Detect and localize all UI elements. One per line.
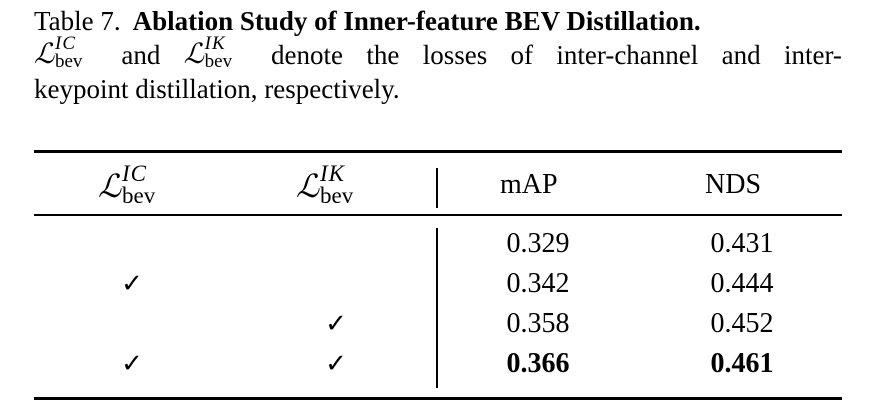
map-value: 0.358 <box>506 308 570 339</box>
check-icon: ✓ <box>325 349 347 379</box>
map-value: 0.366 <box>506 348 570 379</box>
check-icon: ✓ <box>325 309 347 339</box>
caption-word: of <box>510 40 534 70</box>
nds-value: 0.461 <box>710 348 774 379</box>
check-icon: ✓ <box>121 349 143 379</box>
loss-ic-symbol: ℒ IC bev <box>34 33 83 72</box>
table-bottom-rule <box>34 397 842 400</box>
nds-value: 0.452 <box>710 308 774 339</box>
caption-word: denote <box>271 40 343 70</box>
nds-value: 0.444 <box>710 268 774 299</box>
map-value: 0.329 <box>506 228 570 259</box>
caption-word: the <box>366 40 400 70</box>
caption-word: inter-channel <box>556 40 699 70</box>
header-map: mAP <box>500 169 558 200</box>
table-caption: Table 7. Ablation Study of Inner-feature … <box>34 4 842 106</box>
caption-word: inter- <box>783 40 842 70</box>
table-title: Ablation Study of Inner-feature BEV Dist… <box>132 6 701 36</box>
caption-line-1: Table 7. Ablation Study of Inner-feature … <box>34 4 842 38</box>
nds-value: 0.431 <box>710 228 774 259</box>
caption-line-2: ℒ IC bev and ℒ IK bev denote the losses of i… <box>34 33 842 72</box>
header-loss-ik: ℒ IK bev <box>296 161 354 208</box>
column-separator <box>436 168 438 208</box>
map-value: 0.342 <box>506 268 570 299</box>
caption-word: losses <box>422 40 488 70</box>
table-mid-rule <box>34 214 842 216</box>
loss-ik-symbol: ℒ IK bev <box>183 33 233 72</box>
table-label: Table 7. <box>34 6 121 36</box>
caption-word-and: and <box>121 40 161 70</box>
caption-word: and <box>721 40 761 70</box>
table-top-rule <box>34 150 842 153</box>
caption-line-3: keypoint distillation, respectively. <box>34 74 400 104</box>
column-separator <box>436 228 438 388</box>
header-nds: NDS <box>705 169 762 200</box>
check-icon: ✓ <box>121 269 143 299</box>
header-loss-ic: ℒ IC bev <box>98 161 156 208</box>
